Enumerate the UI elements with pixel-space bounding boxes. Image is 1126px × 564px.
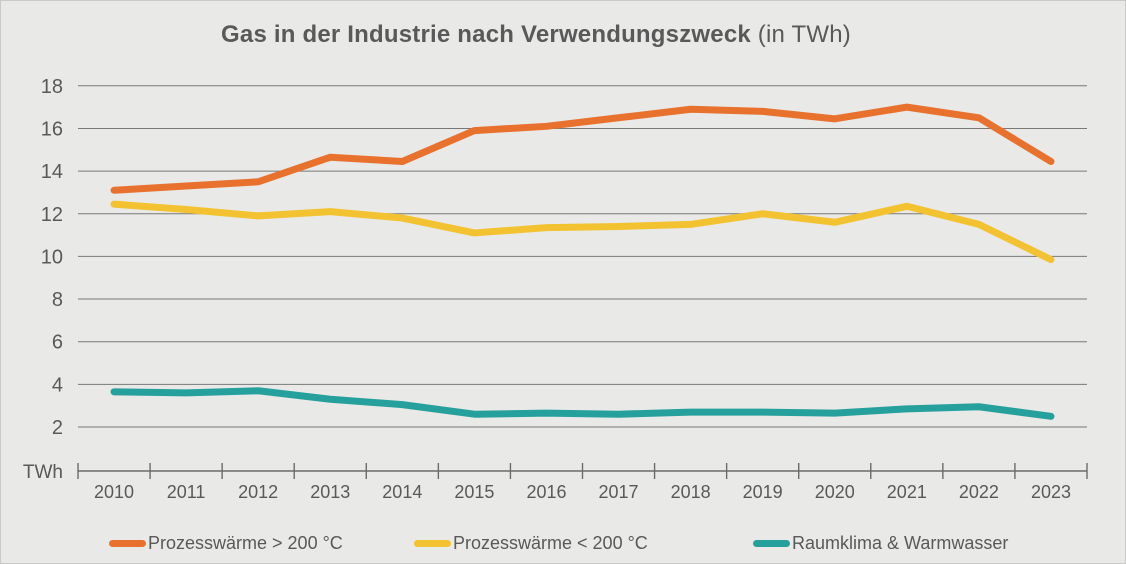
y-tick-label-12: 12 xyxy=(41,204,63,226)
y-tick-label-18: 18 xyxy=(41,76,63,98)
gridlines xyxy=(78,85,1087,428)
x-tick-label-2020: 2020 xyxy=(815,482,855,502)
legend-label: Raumklima & Warmwasser xyxy=(792,532,1009,553)
x-axis xyxy=(77,463,1088,479)
x-tick-label-2022: 2022 xyxy=(959,482,999,502)
legend-item: Prozesswärme < 200 °C xyxy=(414,532,648,554)
legend-swatch-icon xyxy=(414,539,451,547)
x-tick-label-2021: 2021 xyxy=(887,482,927,502)
series-line-2 xyxy=(110,387,1055,420)
y-axis-unit-label: TWh xyxy=(23,462,63,483)
x-tick-label-2017: 2017 xyxy=(599,482,639,502)
y-tick-label-8: 8 xyxy=(52,289,63,311)
series-line-0 xyxy=(110,103,1055,194)
y-tick-label-2: 2 xyxy=(52,417,63,439)
legend-swatch-icon xyxy=(753,539,790,547)
legend-item: Raumklima & Warmwasser xyxy=(753,532,1008,554)
legend-label: Prozesswärme > 200 °C xyxy=(148,532,343,553)
x-axis-labels: 2010 2011 2012 2013 2014 2015 2016 2017 2018 2019… xyxy=(94,482,1071,502)
legend-label: Prozesswärme < 200 °C xyxy=(453,532,648,553)
series-line-1 xyxy=(110,200,1055,264)
x-tick-label-2013: 2013 xyxy=(310,482,350,502)
legend-item: Prozesswärme > 200 °C xyxy=(109,532,343,554)
series-lines xyxy=(110,103,1055,420)
x-tick-label-2011: 2011 xyxy=(167,482,206,502)
y-tick-label-14: 14 xyxy=(41,161,63,183)
x-tick-label-2014: 2014 xyxy=(382,482,422,502)
chart-title-suffix: (in TWh) xyxy=(750,21,851,48)
y-tick-label-6: 6 xyxy=(52,332,63,354)
chart-title: Gas in der Industrie nach Verwendungszwe… xyxy=(1,21,1071,49)
legend-swatch-icon xyxy=(109,539,146,547)
x-tick-label-2019: 2019 xyxy=(743,482,783,502)
x-tick-label-2012: 2012 xyxy=(238,482,278,502)
x-tick-label-2018: 2018 xyxy=(671,482,711,502)
y-tick-label-16: 16 xyxy=(41,118,63,140)
y-axis-labels: 2 4 6 8 10 12 14 16 18 xyxy=(41,76,63,439)
x-tick-label-2016: 2016 xyxy=(526,482,566,502)
y-tick-label-4: 4 xyxy=(52,374,63,396)
x-tick-label-2023: 2023 xyxy=(1031,482,1071,502)
chart-title-main: Gas in der Industrie nach Verwendungszwe… xyxy=(221,21,751,48)
x-tick-label-2015: 2015 xyxy=(454,482,494,502)
y-tick-label-10: 10 xyxy=(41,246,63,268)
x-tick-label-2010: 2010 xyxy=(94,482,134,502)
